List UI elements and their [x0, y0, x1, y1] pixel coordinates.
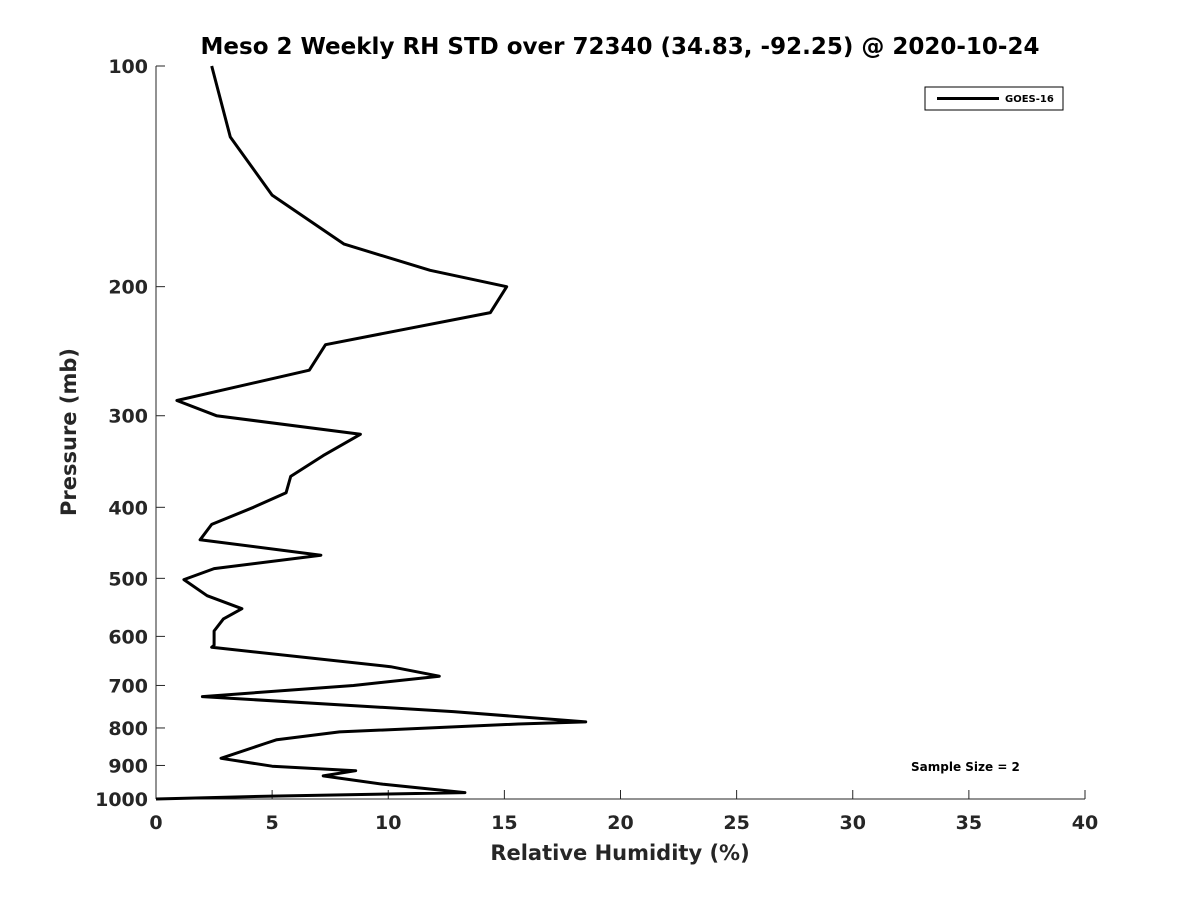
- y-axis-label: Pressure (mb): [57, 348, 81, 516]
- y-tick-label: 600: [108, 626, 148, 648]
- sample-size-annotation: Sample Size = 2: [911, 760, 1020, 774]
- y-tick-label: 200: [108, 277, 148, 299]
- y-tick-label: 800: [108, 718, 148, 740]
- plot-lines: [155, 65, 588, 801]
- y-tick-label: 900: [108, 755, 148, 777]
- x-tick-label: 25: [723, 812, 749, 834]
- chart-title: Meso 2 Weekly RH STD over 72340 (34.83, …: [201, 34, 1040, 60]
- x-tick-label: 15: [491, 812, 517, 834]
- x-axis-label: Relative Humidity (%): [490, 841, 749, 865]
- x-tick-label: 10: [375, 812, 401, 834]
- y-tick-label: 1000: [95, 789, 148, 811]
- y-tick-label: 400: [108, 497, 148, 519]
- x-tick-label: 40: [1072, 812, 1098, 834]
- y-axis: 100 200 300 400 500 600 700 800 900 1000: [95, 56, 165, 811]
- x-tick-label: 20: [607, 812, 633, 834]
- legend-label-goes16: GOES-16: [1005, 94, 1054, 105]
- series-line-goes-16: [155, 65, 588, 801]
- x-axis: 0 5 10 15 20 25 30 35 40: [149, 790, 1098, 834]
- y-tick-label: 100: [108, 56, 148, 78]
- y-tick-label: 700: [108, 675, 148, 697]
- y-tick-label: 300: [108, 406, 148, 428]
- y-tick-label: 500: [108, 568, 148, 590]
- x-tick-label: 30: [840, 812, 866, 834]
- x-tick-label: 0: [149, 812, 162, 834]
- x-tick-label: 5: [266, 812, 279, 834]
- x-tick-label: 35: [956, 812, 982, 834]
- legend: GOES-16: [924, 86, 1064, 111]
